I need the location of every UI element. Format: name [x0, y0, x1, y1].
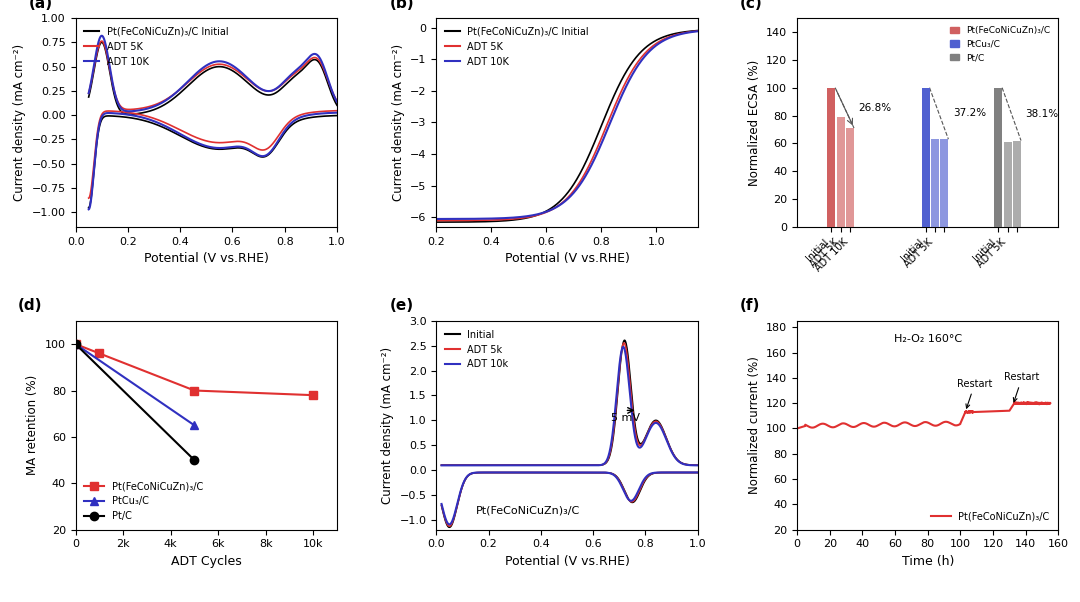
- Pt(FeCoNiCuZn)₃/C: [1037, 399, 1050, 406]
- Text: Restart: Restart: [1004, 372, 1040, 402]
- Bar: [931, 139, 939, 227]
- Pt/C: [188, 456, 201, 464]
- Text: (e): (e): [389, 299, 414, 314]
- Y-axis label: MA retention (%): MA retention (%): [26, 375, 39, 476]
- PtCu₃/C: [188, 422, 201, 429]
- Legend: Pt(FeCoNiCuZn)₃/C: Pt(FeCoNiCuZn)₃/C: [928, 507, 1053, 525]
- X-axis label: ADT Cycles: ADT Cycles: [171, 555, 242, 568]
- Pt(FeCoNiCuZn)₃/C: [914, 420, 927, 427]
- X-axis label: Potential (V vs.RHE): Potential (V vs.RHE): [504, 252, 630, 265]
- Legend: Pt(FeCoNiCuZn)₃/C Initial, ADT 5K, ADT 10K: Pt(FeCoNiCuZn)₃/C Initial, ADT 5K, ADT 1…: [441, 23, 593, 70]
- Pt(FeCoNiCuZn)₃/C: [804, 424, 816, 431]
- Line: PtCu₃/C: PtCu₃/C: [71, 340, 199, 429]
- Text: (b): (b): [389, 0, 414, 11]
- Y-axis label: Current density (mA cm⁻²): Current density (mA cm⁻²): [13, 44, 26, 201]
- Pt/C: [69, 341, 82, 348]
- Text: Pt(FeCoNiCuZn)₃/C: Pt(FeCoNiCuZn)₃/C: [475, 505, 580, 515]
- Bar: [1003, 142, 1012, 227]
- Legend: Pt(FeCoNiCuZn)₃/C, PtCu₃/C, Pt/C: Pt(FeCoNiCuZn)₃/C, PtCu₃/C, Pt/C: [81, 477, 206, 525]
- Y-axis label: Normalized ECSA (%): Normalized ECSA (%): [747, 60, 760, 185]
- Legend: Pt(FeCoNiCuZn)₃/C, PtCu₃/C, Pt/C: Pt(FeCoNiCuZn)₃/C, PtCu₃/C, Pt/C: [946, 22, 1054, 66]
- Text: (a): (a): [28, 0, 53, 11]
- PtCu₃/C: [69, 341, 82, 348]
- Pt(FeCoNiCuZn)₃/C: [93, 350, 106, 357]
- Bar: [1013, 141, 1021, 227]
- Pt(FeCoNiCuZn)₃/C: [1043, 399, 1056, 406]
- Text: (d): (d): [18, 299, 42, 314]
- Text: H₂-O₂ 160°C: H₂-O₂ 160°C: [893, 334, 962, 344]
- Line: Pt(FeCoNiCuZn)₃/C: Pt(FeCoNiCuZn)₃/C: [797, 402, 1050, 429]
- Bar: [827, 88, 835, 227]
- Legend: Pt(FeCoNiCuZn)₃/C Initial, ADT 5K, ADT 10K: Pt(FeCoNiCuZn)₃/C Initial, ADT 5K, ADT 1…: [81, 23, 232, 70]
- Pt(FeCoNiCuZn)₃/C: [188, 387, 201, 394]
- Bar: [995, 88, 1002, 227]
- Bar: [941, 139, 948, 227]
- Text: 5 mV: 5 mV: [611, 414, 640, 423]
- Text: Restart: Restart: [957, 379, 993, 408]
- Text: 37.2%: 37.2%: [953, 108, 986, 119]
- Pt(FeCoNiCuZn)₃/C: [907, 422, 920, 429]
- Text: 38.1%: 38.1%: [1025, 109, 1058, 119]
- Pt(FeCoNiCuZn)₃/C: [1037, 399, 1050, 406]
- Bar: [921, 88, 930, 227]
- X-axis label: Potential (V vs.RHE): Potential (V vs.RHE): [504, 555, 630, 568]
- Y-axis label: Normalized current (%): Normalized current (%): [747, 356, 760, 494]
- Pt(FeCoNiCuZn)₃/C: [307, 391, 320, 399]
- Text: 26.8%: 26.8%: [859, 103, 891, 113]
- X-axis label: Potential (V vs.RHE): Potential (V vs.RHE): [144, 252, 269, 265]
- Legend: Initial, ADT 5k, ADT 10k: Initial, ADT 5k, ADT 10k: [441, 326, 512, 373]
- Bar: [837, 117, 845, 227]
- Bar: [846, 128, 854, 227]
- Line: Pt/C: Pt/C: [71, 340, 199, 464]
- Pt(FeCoNiCuZn)₃/C: [69, 341, 82, 348]
- Pt(FeCoNiCuZn)₃/C: [1030, 399, 1043, 406]
- Text: (c): (c): [740, 0, 762, 11]
- Pt(FeCoNiCuZn)₃/C: [990, 408, 1003, 415]
- Y-axis label: Current density (mA cm⁻²): Current density (mA cm⁻²): [381, 347, 394, 504]
- X-axis label: Time (h): Time (h): [902, 555, 954, 568]
- Text: (f): (f): [740, 299, 760, 314]
- Y-axis label: Current density (mA cm⁻²): Current density (mA cm⁻²): [392, 44, 405, 201]
- Line: Pt(FeCoNiCuZn)₃/C: Pt(FeCoNiCuZn)₃/C: [71, 340, 318, 399]
- Pt(FeCoNiCuZn)₃/C: [791, 425, 804, 432]
